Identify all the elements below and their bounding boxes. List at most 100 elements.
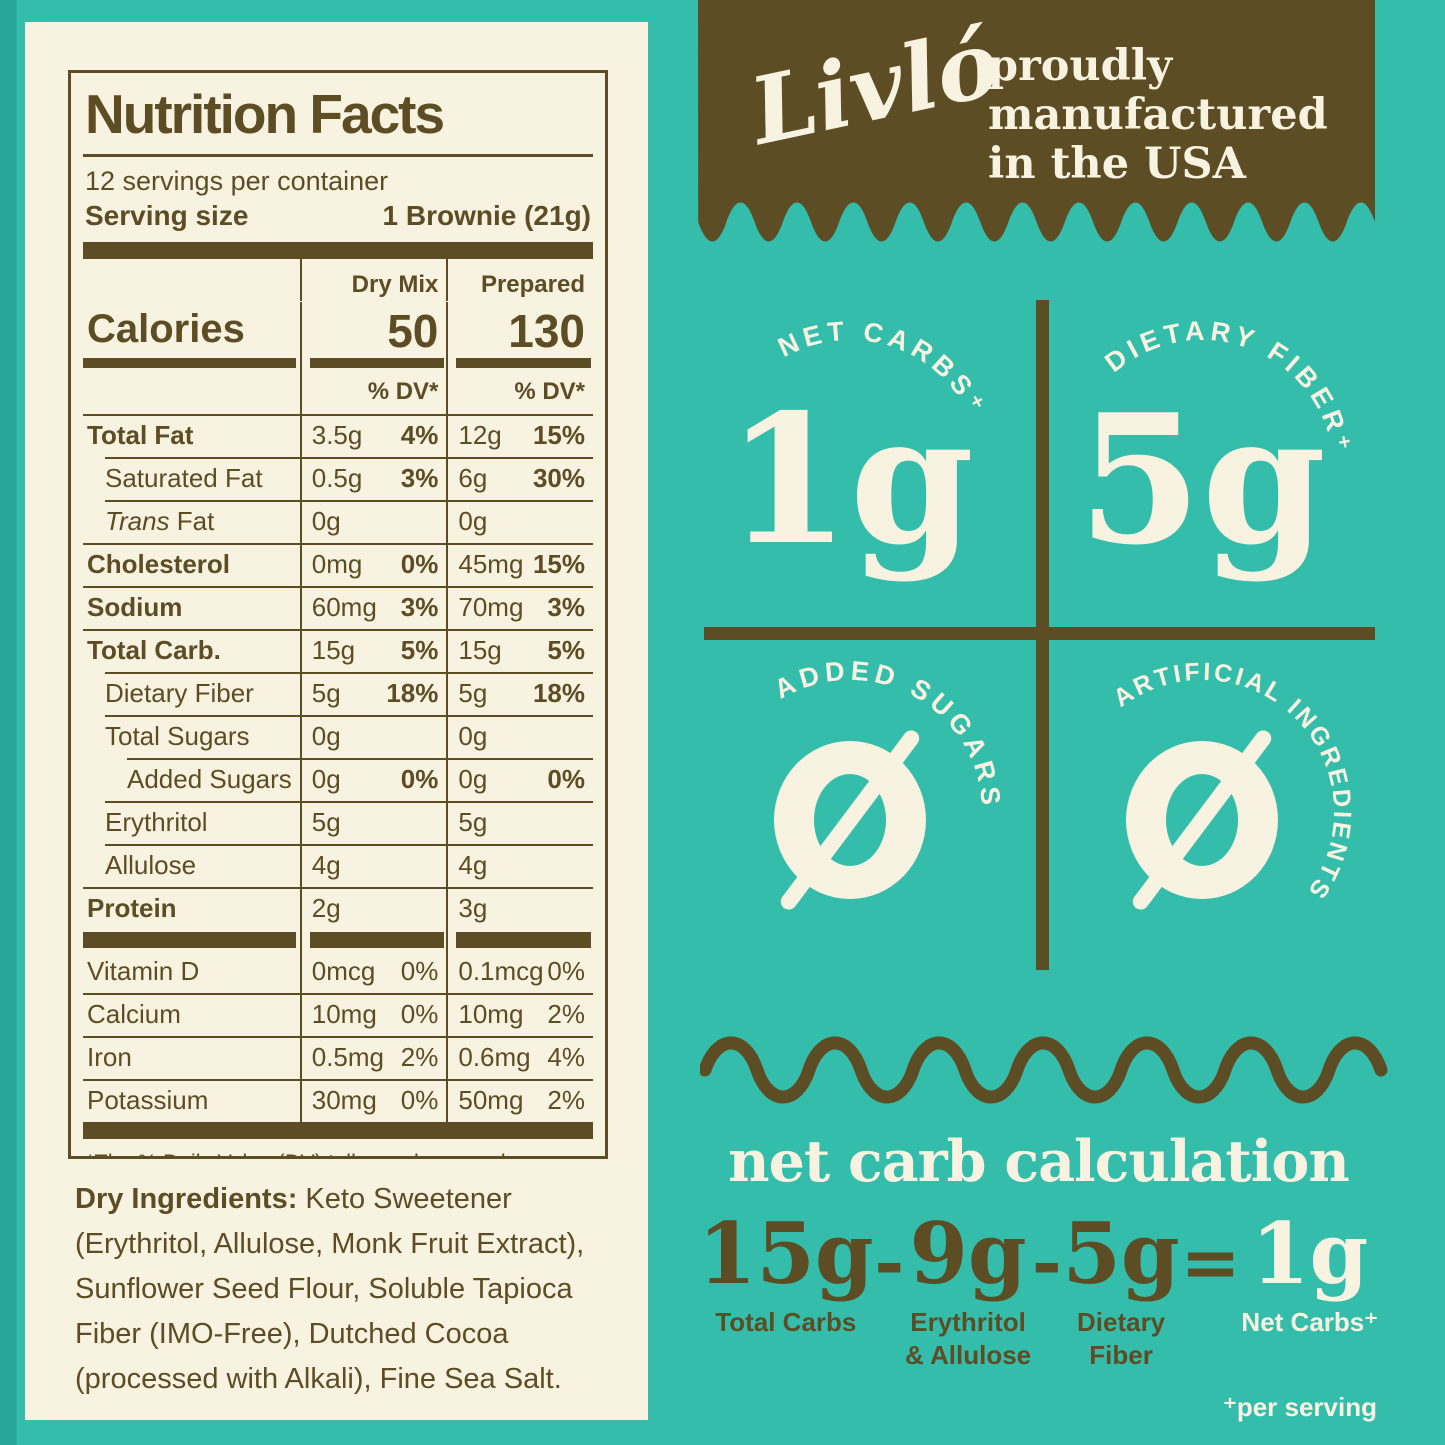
prepared-amount: 50mg: [458, 1085, 524, 1115]
dry-mix-header: Dry Mix: [299, 259, 447, 301]
dry-mix-cell: 3.5g 4%: [299, 414, 447, 457]
added-sugars-badge: ADDED SUGARS: [770, 656, 1001, 910]
nutrient-name: Saturated Fat: [83, 457, 300, 500]
prepared-cell: 5g: [446, 801, 593, 844]
prepared-percent-dv: 0%: [547, 956, 585, 986]
dry-mix-cell: 0g: [299, 500, 447, 543]
nutrition-facts-box: Nutrition Facts 12 servings per containe…: [68, 70, 608, 1159]
nutrient-row: Protein 2g 3g: [83, 887, 593, 930]
minus-operator: -: [874, 1219, 905, 1304]
prepared-percent-dv: 15%: [532, 420, 585, 450]
nutrient-name: Potassium: [83, 1079, 300, 1122]
prepared-percent-dv: 2%: [547, 1085, 585, 1115]
per-serving-footnote: ⁺per serving: [1223, 1392, 1377, 1422]
nutrient-row: Allulose 4g 4g: [83, 844, 593, 887]
equation-term-total-carbs: 15g Total Carbs: [698, 1212, 874, 1339]
dry-amount: 5g: [311, 807, 341, 837]
prepared-amount: 0.6mg: [458, 1042, 531, 1072]
dry-mix-cell: 0.5g 3%: [299, 457, 447, 500]
nutrient-rows: Total Fat 3.5g 4% 12g 15% Saturated Fat 0.…: [83, 414, 593, 930]
crossed-zero-icon: [1126, 730, 1278, 910]
calories-dry-value: 50: [299, 302, 447, 356]
dry-percent-dv: 3%: [400, 592, 439, 622]
term-label: Erythritol & Allulose: [904, 1307, 1032, 1370]
nutrient-row: Cholesterol 0mg 0% 45mg 15%: [83, 543, 593, 586]
calories-label: Calories: [87, 307, 245, 351]
dry-percent-dv: 5%: [400, 635, 439, 665]
prepared-amount: 70mg: [458, 592, 524, 622]
prepared-amount: 45mg: [458, 549, 524, 579]
nutrient-row: Total Fat 3.5g 4% 12g 15%: [83, 414, 593, 457]
nutrient-row: Erythritol 5g 5g: [83, 801, 593, 844]
dry-mix-cell: 5g: [299, 801, 447, 844]
nutrient-row: Total Sugars 0g 0g: [83, 715, 593, 758]
dry-percent-dv: 0%: [400, 549, 439, 579]
prepared-cell: 5g 18%: [446, 672, 593, 715]
prepared-amount: 0.1mcg: [458, 956, 544, 986]
prepared-cell: 6g 30%: [446, 457, 593, 500]
prepared-percent-dv: 18%: [532, 678, 585, 708]
net-carb-calculation-title: net carb calculation: [728, 1128, 1350, 1195]
dry-mix-cell: 5g 18%: [299, 672, 447, 715]
nutrient-name: Total Carb.: [83, 629, 300, 672]
dry-percent-dv: 0%: [400, 956, 439, 986]
prepared-amount: 5g: [458, 807, 488, 837]
dry-amount: 0g: [311, 764, 341, 794]
serving-size-label: Serving size: [85, 200, 249, 231]
nutrient-name: Calcium: [83, 993, 300, 1036]
net-carb-equation: 15g Total Carbs - 9g Erythritol & Allulo…: [698, 1212, 1378, 1371]
prepared-amount: 5g: [458, 678, 488, 708]
dry-mix-cell: 0g 0%: [299, 758, 447, 801]
prepared-percent-dv: 3%: [547, 592, 585, 622]
nutrient-name: Added Sugars: [83, 758, 300, 801]
brand-banner: Livló proudly manufactured in the USA: [698, 0, 1375, 252]
nutrient-name: Vitamin D: [87, 956, 200, 986]
prepared-amount: 10mg: [458, 999, 524, 1029]
term-value: 1g: [1251, 1204, 1369, 1303]
prepared-cell: 0g: [446, 500, 593, 543]
nutrient-name: Total Fat: [83, 414, 300, 457]
artificial-ingredients-badge: ARTIFICIAL INGREDIENTS: [1108, 658, 1353, 910]
vitamin-mineral-rows: Vitamin D 0mcg 0% 0.1mcg 0% Calcium 10mg 0%…: [83, 950, 593, 1122]
term-label: Net Carbs⁺: [1241, 1307, 1378, 1337]
nutrient-name: Allulose: [83, 844, 300, 887]
prepared-cell: 45mg 15%: [446, 543, 593, 586]
dry-amount: 0g: [311, 721, 341, 751]
prepared-amount: 0g: [458, 764, 488, 794]
dry-mix-cell: 15g 5%: [299, 629, 447, 672]
nutrient-row: Potassium 30mg 0% 50mg 2%: [83, 1079, 593, 1122]
term-value: 15g: [698, 1204, 874, 1303]
prepared-cell: 3g: [446, 887, 593, 930]
nutrient-name: Protein: [83, 887, 300, 930]
nutrient-name: Dietary Fiber: [83, 672, 300, 715]
prepared-cell: 70mg 3%: [446, 586, 593, 629]
dry-amount: 4g: [311, 850, 341, 880]
ingredients-lead: Dry Ingredients:: [75, 1183, 298, 1215]
nutrient-row: Total Carb. 15g 5% 15g 5%: [83, 629, 593, 672]
nutrient-row: Dietary Fiber 5g 18% 5g 18%: [83, 672, 593, 715]
nutrition-panel: Nutrition Facts 12 servings per containe…: [25, 22, 648, 1420]
dry-amount: 0.5g: [311, 463, 363, 493]
prepared-amount: 12g: [458, 420, 502, 450]
banner-tagline: proudly manufactured in the USA: [988, 41, 1328, 190]
prepared-amount: 15g: [458, 635, 502, 665]
dry-percent-dv: 4%: [400, 420, 439, 450]
prepared-cell: 0.6mg 4%: [446, 1036, 593, 1079]
prepared-amount: 4g: [458, 850, 488, 880]
minus-operator: -: [1031, 1219, 1062, 1304]
nutrient-row: Iron 0.5mg 2% 0.6mg 4%: [83, 1036, 593, 1079]
equation-term-net-carbs: 1g Net Carbs⁺: [1241, 1212, 1378, 1339]
nutrient-name: Cholesterol: [83, 543, 300, 586]
nutrition-facts-title: Nutrition Facts: [83, 83, 593, 157]
dry-amount: 30mg: [311, 1085, 377, 1115]
nutrient-name: Sodium: [83, 586, 300, 629]
term-label: Total Carbs: [715, 1307, 857, 1337]
prepared-percent-dv: 30%: [532, 463, 585, 493]
dry-mix-cell: 4g: [299, 844, 447, 887]
dry-amount: 2g: [311, 893, 341, 923]
prepared-percent-dv: 0%: [547, 764, 585, 794]
equals-operator: =: [1180, 1219, 1241, 1304]
dry-mix-cell: 60mg 3%: [299, 586, 447, 629]
ingredients-text: Keto Sweetener (Erythritol, Allulose, Mo…: [75, 1183, 585, 1395]
